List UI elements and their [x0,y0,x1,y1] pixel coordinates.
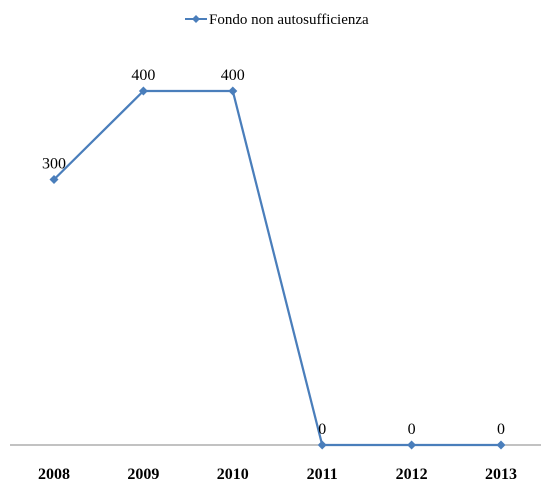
data-label: 400 [131,67,155,84]
data-point-marker [496,440,506,450]
data-point-marker [317,440,327,450]
data-label: 0 [408,421,416,438]
x-tick-label: 2010 [217,466,249,483]
data-point-marker [138,86,148,96]
data-label: 0 [318,421,326,438]
legend-diamond-marker [192,15,200,23]
series-line [53,89,501,447]
x-tick-label: 2012 [396,466,428,483]
data-point-marker [407,440,417,450]
data-point-marker [228,86,238,96]
data-label: 300 [42,156,66,173]
data-point-marker [49,175,59,184]
x-tick-label: 2011 [307,466,338,483]
data-label: 400 [221,67,245,84]
x-tick-label: 2009 [127,466,159,483]
data-label: 0 [497,421,505,438]
x-tick-label: 2013 [485,466,517,483]
chart-marks: 300 2008 400 2009 400 2010 0 2011 0 2012 0 2013 [38,67,517,483]
legend-label: Fondo non autosufficienza [209,12,369,28]
chart-legend: Fondo non autosufficienza [185,12,369,28]
x-tick-label: 2008 [38,466,70,483]
